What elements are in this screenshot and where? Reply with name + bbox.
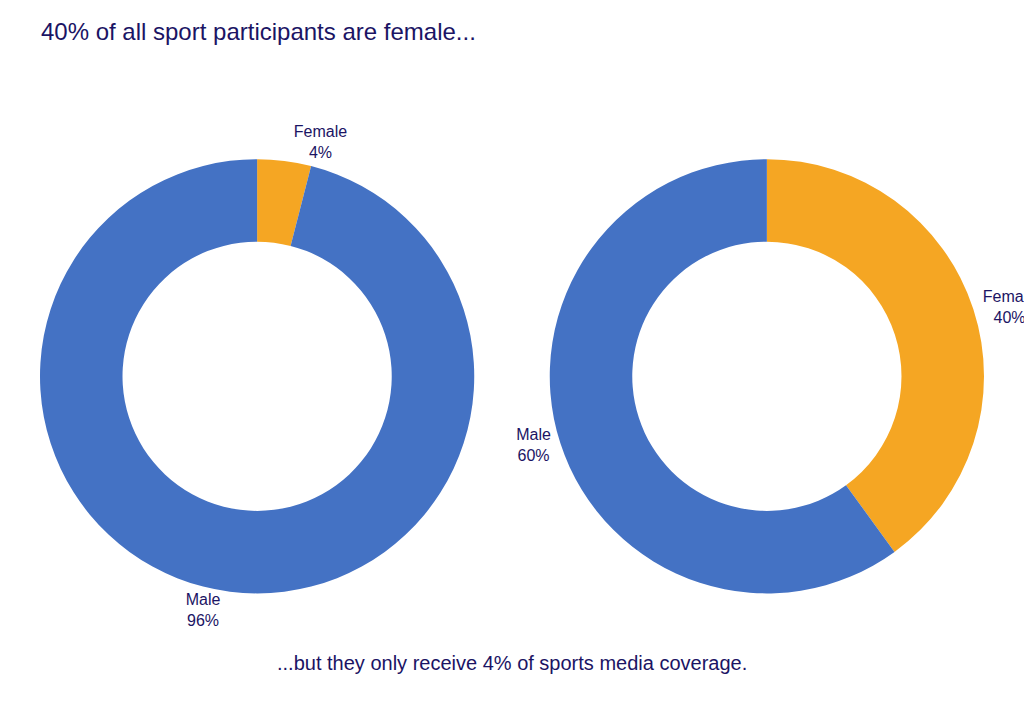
svg-text:Female4%: Female4%: [294, 123, 347, 161]
svg-text:Male60%: Male60%: [516, 426, 551, 464]
svg-text:...but they only receive 4% of: ...but they only receive 4% of sports me…: [277, 652, 747, 674]
svg-text:Male96%: Male96%: [186, 591, 221, 629]
svg-text:Female40%: Female40%: [983, 288, 1024, 326]
svg-text:40% of all sport participants: 40% of all sport participants are female…: [41, 18, 476, 45]
